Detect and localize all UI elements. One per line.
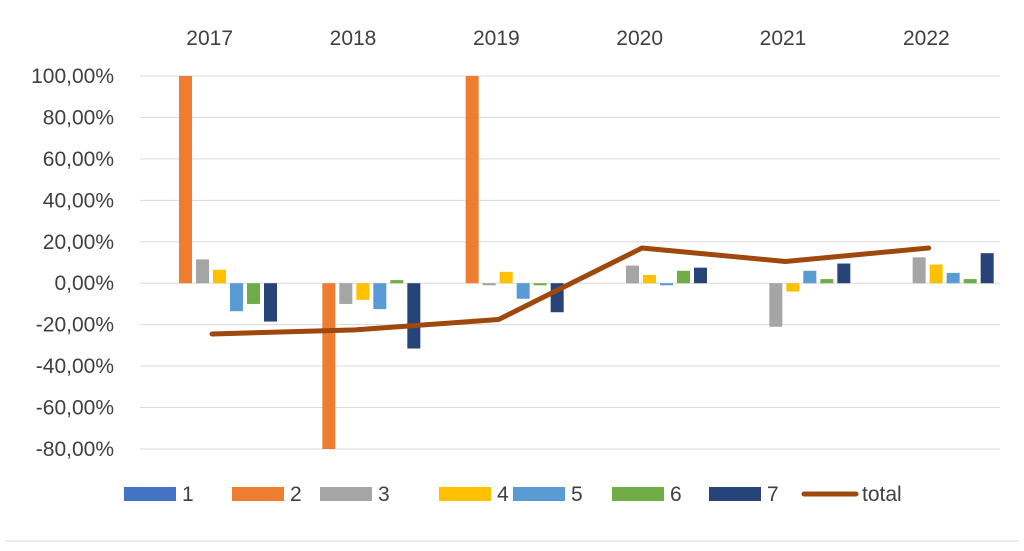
legend-label: total [862,483,902,506]
y-tick-label: 100,00% [31,65,114,88]
bar-series-3-2018 [339,283,353,304]
bar-series-4-2017 [213,269,226,284]
bar-series-5-2019 [516,283,530,299]
bars [179,76,994,449]
bar-series-6-2021 [820,279,834,284]
legend-label: 7 [767,483,779,506]
x-category-label: 2019 [473,27,520,50]
bar-series-3-2020 [626,265,639,284]
bar-series-6-2018 [390,280,404,284]
y-tick-label: -80,00% [36,438,114,461]
bar-series-3-2021 [769,283,783,327]
y-tick-label: -40,00% [36,355,114,378]
legend-swatch [232,487,284,501]
legend-swatch [709,487,761,501]
legend-label: 2 [290,483,302,506]
bar-series-4-2019 [499,271,513,284]
legend-swatch [513,487,565,501]
legend-swatch [612,487,664,501]
bar-series-3-2022 [912,257,926,284]
bar-series-7-2021 [837,263,851,284]
legend: 1 2 3 4 5 6 7 total [124,483,902,506]
x-category-label: 2017 [186,27,233,50]
x-axis-category-labels: 2017 2018 2019 2020 2021 2022 [186,27,949,50]
bar-series-3-2017 [196,259,209,284]
bar-series-2-2018 [322,283,336,449]
bar-series-6-2017 [247,283,260,304]
bar-series-6-2022 [963,279,977,284]
bar-series-2-2017 [179,76,192,284]
bar-series-5-2018 [373,283,387,310]
legend-item-5: 5 [513,483,583,506]
y-tick-label: -20,00% [36,314,114,337]
legend-label: 4 [497,483,509,506]
y-tick-label: 60,00% [43,148,114,171]
bar-series-2-2019 [465,76,479,284]
y-tick-label: -60,00% [36,397,114,420]
x-category-label: 2022 [903,27,950,50]
legend-item-total: total [801,483,902,506]
bar-series-6-2020 [677,270,690,284]
line-total [209,245,932,337]
bar-series-7-2018 [407,283,421,349]
legend-item-7: 7 [709,483,779,506]
bar-series-7-2020 [694,267,707,284]
bar-series-5-2020 [660,283,673,286]
x-category-label: 2021 [760,27,807,50]
y-tick-label: 0,00% [54,272,114,295]
legend-item-2: 2 [232,483,302,506]
bar-series-4-2021 [786,283,800,292]
bar-series-4-2020 [643,274,656,284]
x-category-label: 2018 [330,27,377,50]
bar-series-5-2022 [946,272,960,284]
legend-label: 3 [378,483,390,506]
y-axis-tick-labels: 100,00% 80,00% 60,00% 40,00% 20,00% 0,00% -20,… [31,65,114,461]
total-line-series [209,245,932,337]
legend-item-4: 4 [439,483,509,506]
legend-swatch [320,487,372,501]
bar-series-5-2017 [230,283,243,312]
bar-series-7-2022 [980,253,994,284]
bar-series-6-2019 [533,283,547,286]
bar-series-5-2021 [803,270,817,284]
legend-item-1: 1 [124,483,194,506]
legend-label: 6 [670,483,682,506]
bar-series-4-2018 [356,283,370,300]
bar-series-3-2019 [482,283,496,286]
legend-label: 1 [182,483,194,506]
bar-series-7-2017 [264,283,277,322]
y-tick-label: 40,00% [43,189,114,212]
legend-swatch [439,487,491,501]
x-category-label: 2020 [616,27,663,50]
y-tick-label: 80,00% [43,106,114,129]
bar-series-4-2022 [929,264,943,284]
legend-item-3: 3 [320,483,390,506]
legend-label: 5 [571,483,583,506]
y-tick-label: 20,00% [43,231,114,254]
legend-item-6: 6 [612,483,682,506]
legend-swatch [124,487,176,501]
gridlines [140,75,1000,450]
